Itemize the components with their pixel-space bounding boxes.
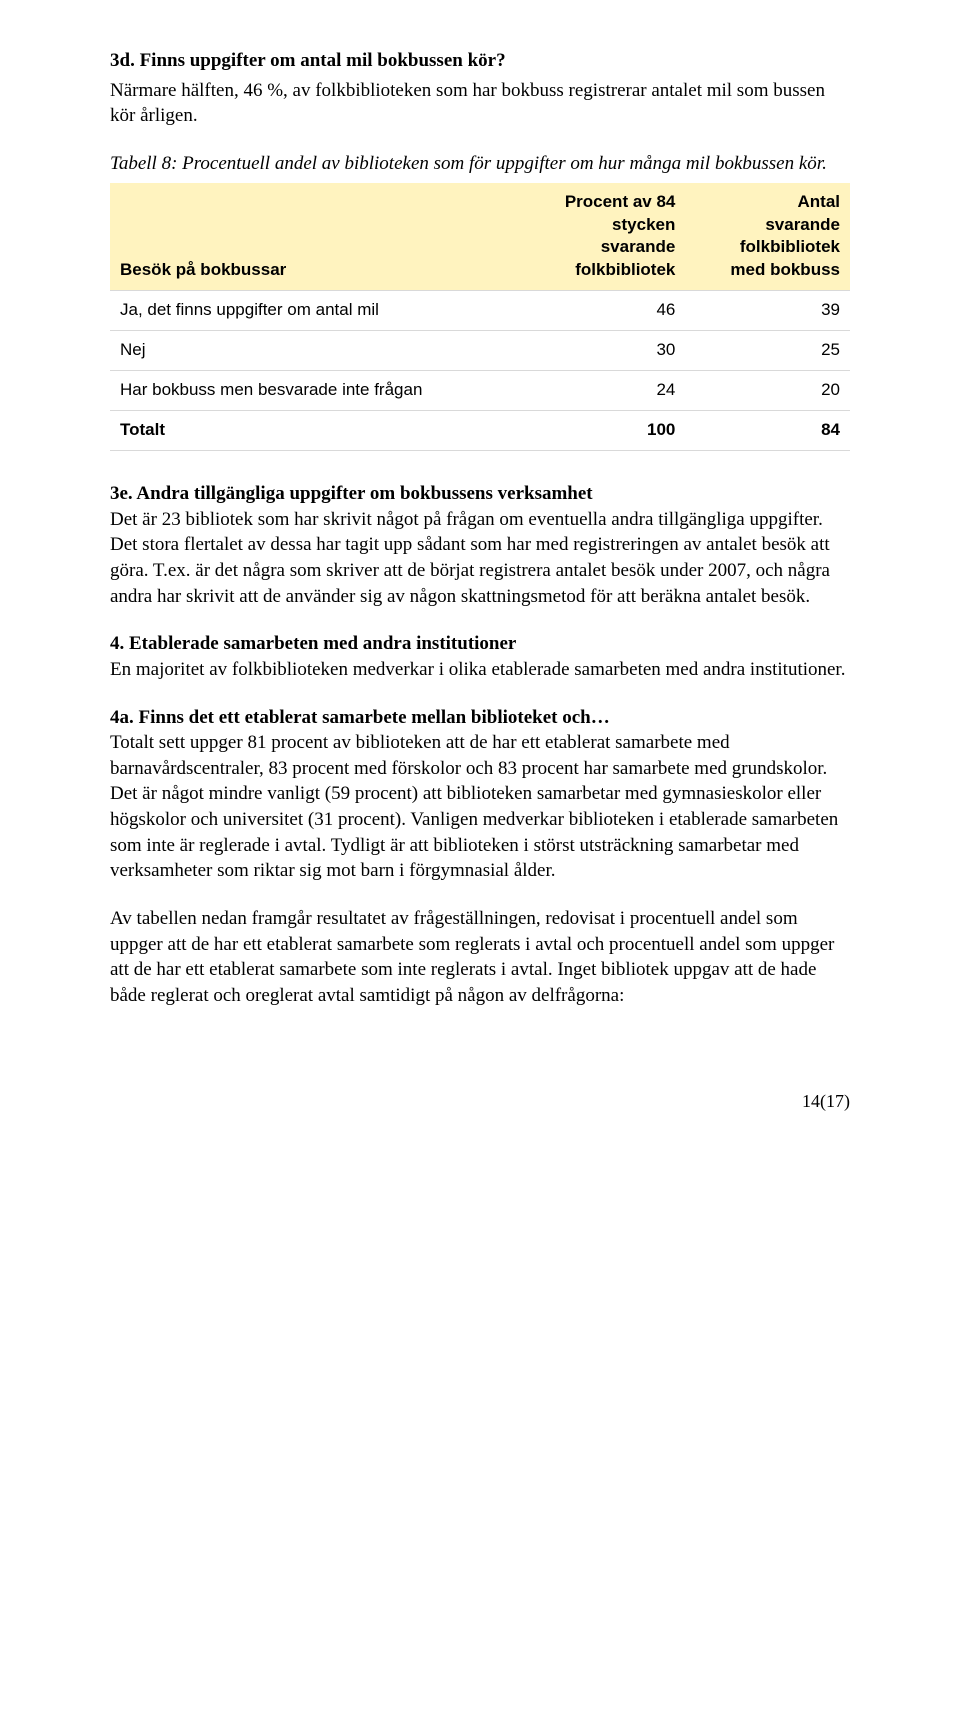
section-3d: 3d. Finns uppgifter om antal mil bokbuss… xyxy=(110,48,850,129)
table-cell-label: Totalt xyxy=(110,411,520,451)
table-8-header-row: Besök på bokbussar Procent av 84 stycken… xyxy=(110,183,850,291)
table-8: Besök på bokbussar Procent av 84 stycken… xyxy=(110,183,850,452)
table-cell-label: Ja, det finns uppgifter om antal mil xyxy=(110,291,520,331)
table-8-caption: Tabell 8: Procentuell andel av bibliotek… xyxy=(110,151,850,177)
table-row: Nej3025 xyxy=(110,331,850,371)
table-cell-v1: 46 xyxy=(520,291,686,331)
heading-4: 4. Etablerade samarbeten med andra insti… xyxy=(110,633,516,654)
body-4: En majoritet av folkbiblioteken medverka… xyxy=(110,659,845,680)
heading-3d: 3d. Finns uppgifter om antal mil bokbuss… xyxy=(110,48,850,74)
section-4a-followup: Av tabellen nedan framgår resultatet av … xyxy=(110,906,850,1009)
body-4a: Totalt sett uppger 81 procent av bibliot… xyxy=(110,732,838,881)
table-cell-v2: 84 xyxy=(685,411,850,451)
table-row: Totalt10084 xyxy=(110,411,850,451)
section-3e: 3e. Andra tillgängliga uppgifter om bokb… xyxy=(110,481,850,609)
table-cell-v1: 100 xyxy=(520,411,686,451)
body-3e: Det är 23 bibliotek som har skrivit någo… xyxy=(110,509,830,607)
table-cell-label: Har bokbuss men besvarade inte frågan xyxy=(110,371,520,411)
section-4: 4. Etablerade samarbeten med andra insti… xyxy=(110,631,850,682)
table-8-col2-header: Antal svarande folkbibliotek med bokbuss xyxy=(685,183,850,291)
table-8-col0-header: Besök på bokbussar xyxy=(110,183,520,291)
table-cell-v1: 30 xyxy=(520,331,686,371)
table-cell-v2: 39 xyxy=(685,291,850,331)
table-cell-v2: 20 xyxy=(685,371,850,411)
table-row: Har bokbuss men besvarade inte frågan242… xyxy=(110,371,850,411)
table-cell-v2: 25 xyxy=(685,331,850,371)
table-cell-v1: 24 xyxy=(520,371,686,411)
page-number: 14(17) xyxy=(110,1089,850,1113)
heading-3e: 3e. Andra tillgängliga uppgifter om bokb… xyxy=(110,483,593,504)
table-row: Ja, det finns uppgifter om antal mil4639 xyxy=(110,291,850,331)
table-8-col1-header: Procent av 84 stycken svarande folkbibli… xyxy=(520,183,686,291)
section-4a: 4a. Finns det ett etablerat samarbete me… xyxy=(110,705,850,884)
table-cell-label: Nej xyxy=(110,331,520,371)
heading-4a: 4a. Finns det ett etablerat samarbete me… xyxy=(110,707,610,728)
body-3d: Närmare hälften, 46 %, av folkbiblioteke… xyxy=(110,78,850,129)
